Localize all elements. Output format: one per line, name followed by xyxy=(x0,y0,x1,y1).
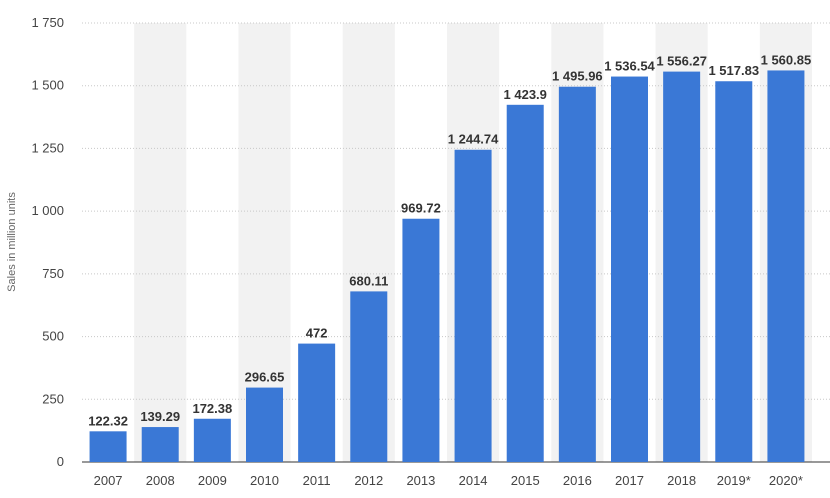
y-tick-label: 1 500 xyxy=(31,78,64,93)
y-tick-label: 1 750 xyxy=(31,15,64,30)
y-tick-label: 1 250 xyxy=(31,140,64,155)
x-tick-label: 2015 xyxy=(511,473,540,488)
x-tick-label: 2007 xyxy=(94,473,123,488)
background-band xyxy=(134,23,187,462)
bar xyxy=(89,431,127,462)
x-tick-label: 2008 xyxy=(146,473,175,488)
bar xyxy=(715,81,753,462)
y-tick-label: 250 xyxy=(42,391,64,406)
bar xyxy=(611,76,648,462)
bar xyxy=(558,86,596,462)
data-label: 1 495.96 xyxy=(552,69,603,84)
x-tick-label: 2017 xyxy=(615,473,644,488)
bar xyxy=(193,418,231,462)
x-tick-label: 2012 xyxy=(354,473,383,488)
x-tick-label: 2018 xyxy=(667,473,696,488)
bar xyxy=(298,343,336,462)
data-label: 1 517.83 xyxy=(708,63,759,78)
x-tick-label: 2009 xyxy=(198,473,227,488)
y-tick-label: 1 000 xyxy=(31,203,64,218)
data-label: 1 244.74 xyxy=(448,132,499,147)
data-label: 472 xyxy=(306,326,328,341)
x-tick-label: 2020* xyxy=(769,473,803,488)
data-label: 139.29 xyxy=(140,409,180,424)
data-label: 122.32 xyxy=(88,413,128,428)
bar xyxy=(454,149,492,462)
bar xyxy=(402,218,440,462)
bar xyxy=(663,71,701,462)
bar xyxy=(350,291,388,462)
x-tick-label: 2019* xyxy=(717,473,751,488)
y-tick-label: 750 xyxy=(42,266,64,281)
x-tick-label: 2010 xyxy=(250,473,279,488)
data-label: 1 536.54 xyxy=(604,59,655,74)
bar xyxy=(767,70,805,462)
data-label: 1 560.85 xyxy=(761,52,812,67)
data-label: 1 556.27 xyxy=(656,54,707,69)
x-tick-label: 2014 xyxy=(459,473,488,488)
data-label: 1 423.9 xyxy=(504,87,547,102)
bar xyxy=(141,427,179,462)
bar xyxy=(506,104,544,463)
bar xyxy=(246,387,283,462)
y-axis-label: Sales in million units xyxy=(6,192,18,292)
y-tick-label: 500 xyxy=(42,329,64,344)
x-tick-label: 2013 xyxy=(406,473,435,488)
data-label: 969.72 xyxy=(401,201,441,216)
x-tick-label: 2016 xyxy=(563,473,592,488)
x-tick-label: 2011 xyxy=(303,473,331,488)
data-label: 680.11 xyxy=(349,273,388,288)
y-tick-label: 0 xyxy=(57,454,64,469)
data-label: 296.65 xyxy=(245,370,285,385)
data-label: 172.38 xyxy=(192,401,232,416)
